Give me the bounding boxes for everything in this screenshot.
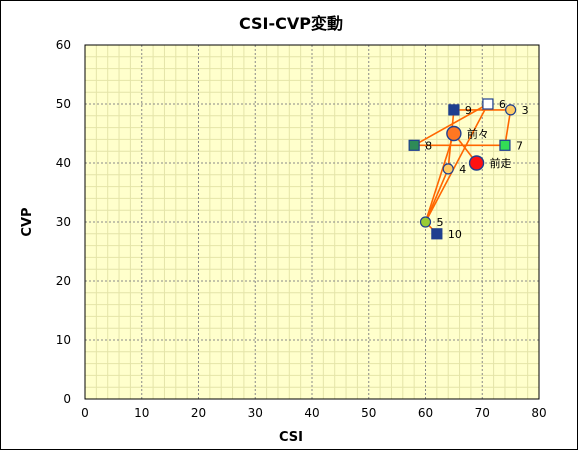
connecting-line — [413, 103, 489, 146]
x-tick-label: 50 — [361, 406, 376, 420]
y-tick-label: 60 — [56, 38, 71, 52]
x-tick-label: 70 — [475, 406, 490, 420]
x-tick-label: 20 — [191, 406, 206, 420]
data-label: 8 — [425, 139, 432, 152]
x-tick-label: 30 — [248, 406, 263, 420]
data-point — [505, 104, 517, 116]
connecting-line — [424, 103, 489, 223]
data-point — [482, 98, 494, 110]
data-point — [431, 228, 443, 240]
data-label: 前走 — [490, 156, 512, 170]
data-label: 6 — [499, 98, 506, 111]
data-point — [408, 139, 420, 151]
y-tick-label: 0 — [63, 392, 71, 406]
y-axis-label: CVP — [20, 207, 35, 236]
y-tick-label: 10 — [56, 333, 71, 347]
connecting-line — [504, 109, 512, 146]
x-tick-label: 10 — [134, 406, 149, 420]
y-tick-label: 20 — [56, 274, 71, 288]
data-label: 3 — [522, 104, 529, 117]
y-tick-label: 40 — [56, 156, 71, 170]
data-label: 10 — [448, 228, 462, 241]
data-point — [446, 125, 462, 142]
data-point — [442, 163, 454, 175]
chart-title: CSI-CVP変動 — [239, 14, 343, 33]
x-tick-label: 0 — [81, 406, 89, 420]
x-tick-label: 40 — [304, 406, 319, 420]
data-point — [499, 139, 511, 151]
x-axis-label: CSI — [279, 430, 303, 445]
y-tick-label: 50 — [56, 97, 71, 111]
data-label: 前々 — [467, 127, 489, 141]
y-tick-label: 30 — [56, 215, 71, 229]
plot-area: 0 10 20 30 40 50 60 70 80 0 10 20 30 40 50 60 10 9 8 7 6 5 4 3 前… — [56, 38, 547, 420]
x-tick-label: 60 — [418, 406, 433, 420]
data-point — [448, 104, 460, 116]
x-tick-label: 80 — [531, 406, 546, 420]
data-label: 4 — [459, 163, 466, 176]
data-label: 5 — [437, 216, 444, 229]
data-label: 9 — [465, 104, 472, 117]
plot-border — [84, 44, 540, 400]
data-label: 7 — [516, 139, 523, 152]
data-point — [419, 216, 432, 228]
connecting-line — [424, 133, 455, 223]
data-point — [468, 155, 485, 171]
